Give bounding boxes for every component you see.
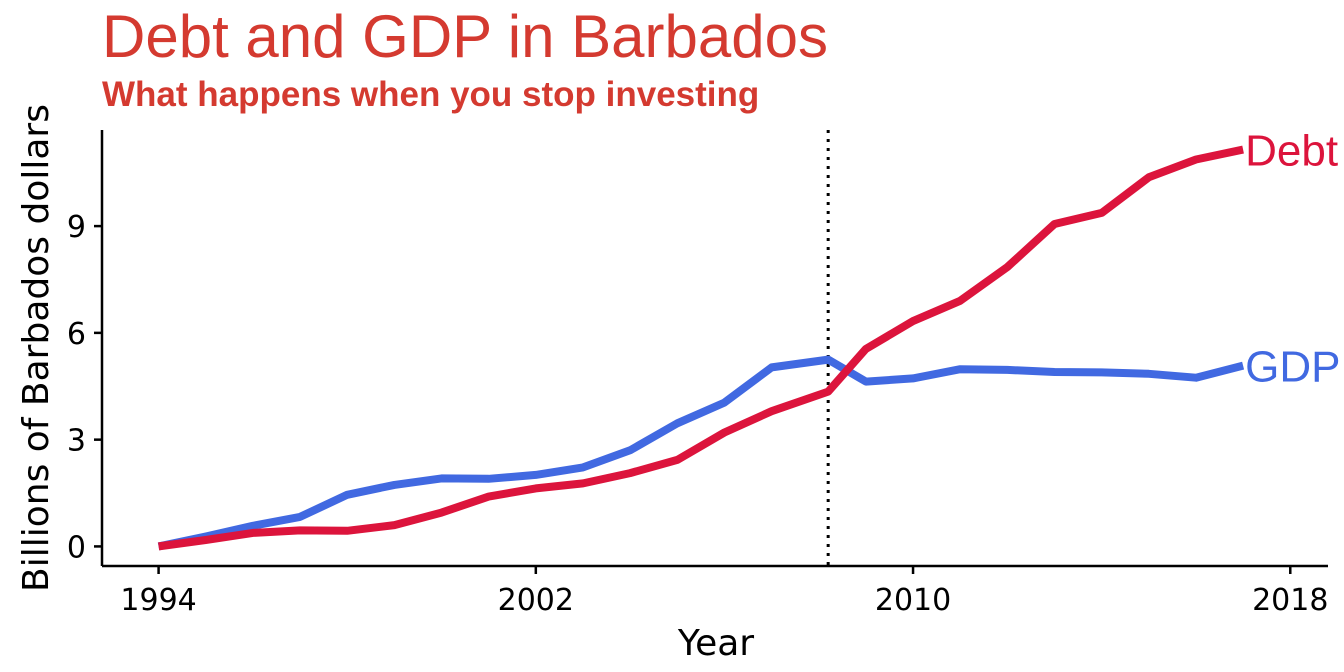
y-axis-title: Billions of Barbados dollars <box>16 104 57 592</box>
series-lines <box>157 145 1245 551</box>
y-tick-label: 6 <box>67 317 86 352</box>
gdp-label: GDP <box>1245 343 1340 392</box>
x-tick-label: 2018 <box>1252 583 1328 618</box>
y-tick-label: 3 <box>67 424 86 459</box>
gdp-line <box>157 355 1245 551</box>
debt-label: Debt <box>1245 127 1338 176</box>
debt-line <box>158 145 1244 551</box>
x-tick-label: 1994 <box>120 583 196 618</box>
x-axis-title: Year <box>677 623 754 664</box>
chart-title: Debt and GDP in Barbados <box>102 3 829 70</box>
y-tick-label: 9 <box>67 210 86 245</box>
x-tick-label: 2010 <box>875 583 951 618</box>
x-tick-label: 2002 <box>498 583 574 618</box>
axes: 1994 2002 2010 2018 0 3 6 9 <box>67 130 1328 618</box>
y-tick-label: 0 <box>67 530 86 565</box>
series-labels: GDP Debt <box>1245 127 1340 392</box>
chart-subtitle: What happens when you stop investing <box>102 75 760 114</box>
